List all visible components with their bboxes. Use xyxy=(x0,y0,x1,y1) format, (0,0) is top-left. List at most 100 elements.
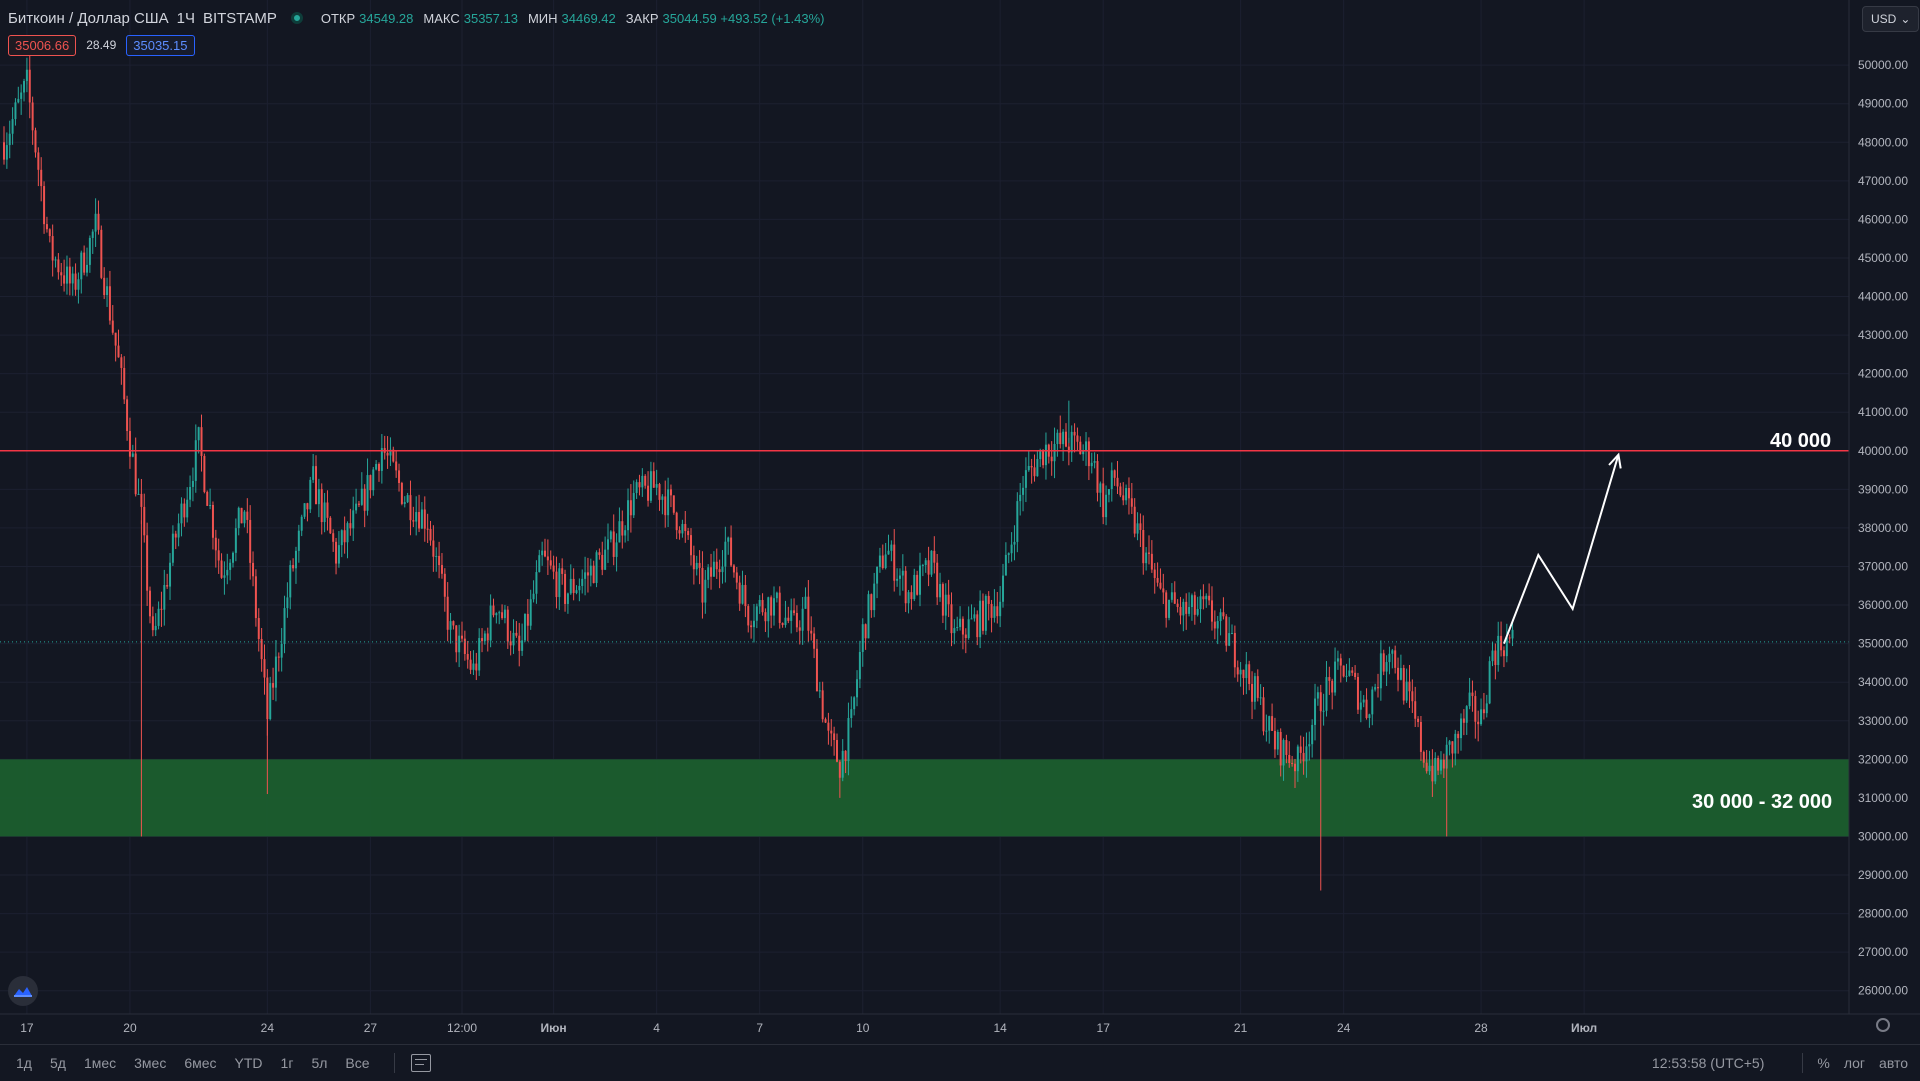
candle-body xyxy=(1345,675,1348,677)
projection-path[interactable] xyxy=(1503,454,1620,644)
candle-body xyxy=(690,535,692,556)
candle-body xyxy=(337,545,340,564)
candle-body xyxy=(1439,759,1442,771)
buy-button[interactable]: 35035.15 xyxy=(126,34,195,56)
candle-body xyxy=(546,556,549,561)
candle-body xyxy=(274,656,277,688)
candle-body xyxy=(993,606,996,618)
candle-body xyxy=(1388,653,1391,663)
candle-body xyxy=(595,552,598,583)
candle-body xyxy=(727,537,730,542)
candle-body xyxy=(483,633,486,642)
candle-body xyxy=(784,617,787,626)
candle-body xyxy=(878,555,881,567)
candle-body xyxy=(904,570,907,604)
range-all[interactable]: Все xyxy=(345,1055,370,1071)
interval-label[interactable]: 1Ч xyxy=(176,9,195,27)
candle-body xyxy=(1188,607,1191,614)
candle-body xyxy=(257,618,260,639)
candle-body xyxy=(566,593,569,604)
candle-body xyxy=(103,277,106,296)
price-tick-label: 50000.00 xyxy=(1858,58,1908,72)
candle-body xyxy=(3,142,5,160)
go-to-date-icon[interactable] xyxy=(410,1054,431,1072)
candle-body xyxy=(97,213,100,230)
auto-scale-toggle[interactable]: авто xyxy=(1879,1055,1908,1071)
candle-body xyxy=(1107,489,1110,495)
price-tick-label: 42000.00 xyxy=(1858,367,1908,381)
price-tick-label: 41000.00 xyxy=(1858,405,1908,419)
candle-body xyxy=(406,495,409,503)
range-1y[interactable]: 1г xyxy=(280,1055,294,1071)
candle-body xyxy=(475,663,478,671)
candle-body xyxy=(752,620,755,628)
candle-body xyxy=(1468,692,1471,707)
candle-body xyxy=(111,320,114,333)
candle-body xyxy=(395,461,398,471)
candle-body xyxy=(389,449,392,456)
range-3m[interactable]: 3мес xyxy=(134,1055,167,1071)
price-tick-label: 27000.00 xyxy=(1858,945,1908,959)
projection-layer xyxy=(1503,452,1622,644)
candle-body xyxy=(1262,697,1265,732)
candle-body xyxy=(214,537,217,551)
range-5y[interactable]: 5л xyxy=(311,1055,328,1071)
candle-body xyxy=(1073,431,1076,436)
price-tick-label: 48000.00 xyxy=(1858,135,1908,149)
candle-body xyxy=(979,600,982,638)
candle-body xyxy=(1179,606,1182,616)
candle-body xyxy=(1019,494,1022,502)
candle-body xyxy=(332,533,335,542)
symbol-name[interactable]: Биткоин / Доллар США xyxy=(8,9,169,27)
range-5d[interactable]: 5д xyxy=(49,1055,66,1071)
candle-body xyxy=(618,521,621,543)
close-value: 35044.59 +493.52 (+1.43%) xyxy=(662,10,825,26)
candle-body xyxy=(1271,716,1274,731)
candle-body xyxy=(154,625,157,631)
candle-body xyxy=(343,530,346,543)
candle-body xyxy=(217,550,220,561)
candle-body xyxy=(194,440,197,481)
candle-body xyxy=(1070,431,1073,453)
candle-body xyxy=(197,427,200,441)
candle-body xyxy=(200,427,203,456)
candle-body xyxy=(1256,676,1259,698)
candle-body xyxy=(959,618,962,627)
candle-body xyxy=(134,453,137,495)
currency-dropdown[interactable]: USD ⌄ xyxy=(1862,6,1920,32)
candle-body xyxy=(1253,676,1256,702)
range-1d[interactable]: 1д xyxy=(16,1055,32,1071)
candle-body xyxy=(443,573,446,597)
log-scale-toggle[interactable]: лог xyxy=(1843,1055,1866,1071)
candle-body xyxy=(672,495,675,513)
candle-body xyxy=(432,540,435,557)
candle-body xyxy=(1133,506,1136,534)
candle-body xyxy=(793,610,796,613)
range-1m[interactable]: 1мес xyxy=(83,1055,117,1071)
chart-canvas[interactable]: 40000.0035044.59 26000.0027000.0028000.0… xyxy=(0,0,1920,1044)
price-scale[interactable] xyxy=(1849,0,1920,1044)
candle-body xyxy=(398,470,401,483)
support-zone-annotation: 30 000 - 32 000 xyxy=(1692,791,1832,813)
candle-body xyxy=(896,578,899,581)
market-status-icon[interactable] xyxy=(290,12,303,24)
range-ytd[interactable]: YTD xyxy=(234,1055,263,1071)
settings-gear-icon[interactable] xyxy=(1876,1018,1890,1032)
candle-body xyxy=(320,489,323,523)
axes: 26000.00 27000.00 28000.00 29000.00 30000.00… xyxy=(0,0,1920,1044)
percent-scale-toggle[interactable]: % xyxy=(1817,1055,1830,1071)
candle-body xyxy=(1451,741,1454,754)
time-tick-label: 14 xyxy=(993,1021,1007,1035)
candle-body xyxy=(924,560,927,566)
candle-body xyxy=(1062,431,1065,445)
candle-body xyxy=(1248,664,1251,684)
candle-body xyxy=(68,266,71,284)
sell-button[interactable]: 35006.66 xyxy=(8,34,77,56)
candle-body xyxy=(71,273,74,284)
tradingview-logo-icon[interactable] xyxy=(8,976,38,1006)
clock-timezone[interactable]: 12:53:58 (UTC+5) xyxy=(1651,1055,1765,1071)
time-scale[interactable] xyxy=(0,1014,1920,1044)
range-6m[interactable]: 6мес xyxy=(184,1055,217,1071)
support-zone[interactable] xyxy=(0,759,1849,837)
candle-body xyxy=(1419,721,1422,752)
